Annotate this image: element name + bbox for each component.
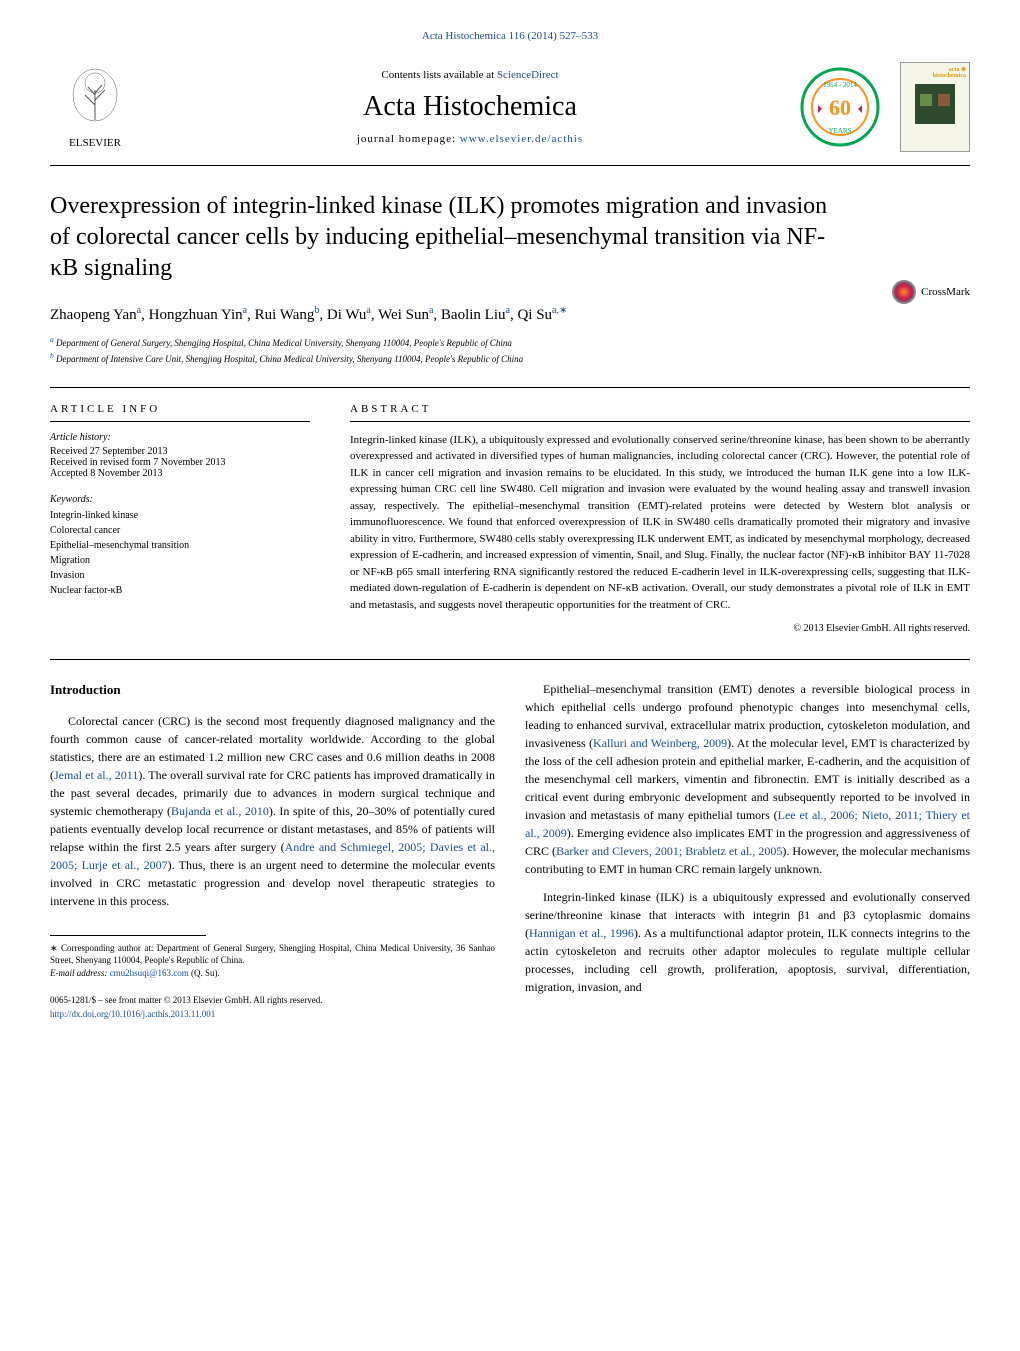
intro-paragraph-1: Colorectal cancer (CRC) is the second mo… [50, 712, 495, 910]
crossmark-icon [892, 280, 916, 304]
svg-text:1954 - 2014: 1954 - 2014 [823, 81, 857, 89]
abstract-copyright: © 2013 Elsevier GmbH. All rights reserve… [350, 623, 970, 634]
journal-name: Acta Histochemica [160, 91, 780, 123]
section-divider [50, 659, 970, 660]
affiliation-link[interactable]: a [137, 305, 141, 316]
email-line: E-mail address: cmu2hsuqi@163.com (Q. Su… [50, 967, 495, 980]
anniversary-badge-icon: 1954 - 2014 60 YEARS [800, 67, 880, 147]
keyword: Epithelial–mesenchymal transition [50, 538, 310, 553]
author: Baolin Liua [441, 307, 510, 323]
svg-text:60: 60 [829, 95, 851, 120]
abstract-heading: ABSTRACT [350, 403, 970, 422]
elsevier-logo[interactable]: ELSEVIER [50, 57, 140, 157]
citation-link[interactable]: Kalluri and Weinberg, 2009 [593, 736, 727, 750]
keywords-list: Integrin-linked kinase Colorectal cancer… [50, 508, 310, 598]
keywords-block: Keywords: Integrin-linked kinase Colorec… [50, 494, 310, 598]
body-columns: Introduction Colorectal cancer (CRC) is … [50, 680, 970, 1021]
citation-link[interactable]: Hannigan et al., 1996 [529, 926, 634, 940]
cover-brand: acta ❀ [904, 66, 966, 73]
keyword: Nuclear factor-κB [50, 583, 310, 598]
doi-link[interactable]: http://dx.doi.org/10.1016/j.acthis.2013.… [50, 1009, 215, 1019]
history-block: Article history: Received 27 September 2… [50, 432, 310, 479]
article-meta-section: ARTICLE INFO Article history: Received 2… [50, 387, 970, 635]
keyword: Colorectal cancer [50, 523, 310, 538]
author: Wei Suna [378, 307, 433, 323]
citation-link[interactable]: Bujanda et al., 2010 [171, 804, 269, 818]
contents-prefix: Contents lists available at [381, 69, 496, 81]
affiliation-link[interactable]: a,∗ [552, 305, 567, 316]
keyword: Migration [50, 553, 310, 568]
citation-link[interactable]: Jemal et al., 2011 [54, 768, 138, 782]
article-info-heading: ARTICLE INFO [50, 403, 310, 422]
keyword: Invasion [50, 568, 310, 583]
corresponding-author-note: ∗ Corresponding author at: Department of… [50, 942, 495, 967]
elsevier-text: ELSEVIER [69, 137, 121, 149]
crossmark-label: CrossMark [921, 286, 970, 298]
history-label: Article history: [50, 432, 310, 443]
author: Zhaopeng Yana [50, 307, 141, 323]
homepage-link[interactable]: www.elsevier.de/acthis [460, 133, 583, 145]
intro-paragraph-2: Epithelial–mesenchymal transition (EMT) … [525, 680, 970, 878]
introduction-heading: Introduction [50, 680, 495, 700]
abstract-text: Integrin-linked kinase (ILK), a ubiquito… [350, 432, 970, 614]
affiliation: b Department of Intensive Care Unit, She… [50, 350, 970, 367]
body-column-right: Epithelial–mesenchymal transition (EMT) … [525, 680, 970, 1021]
journal-reference: Acta Histochemica 116 (2014) 527–533 [50, 30, 970, 42]
contents-available-line: Contents lists available at ScienceDirec… [160, 69, 780, 81]
journal-header: Acta Histochemica 116 (2014) 527–533 ELS… [50, 30, 970, 166]
footnote-divider [50, 935, 206, 936]
history-item: Received 27 September 2013 [50, 446, 310, 457]
header-row: ELSEVIER Contents lists available at Sci… [50, 57, 970, 157]
citation-link[interactable]: Barker and Clevers, 2001; Brabletz et al… [556, 844, 782, 858]
history-item: Accepted 8 November 2013 [50, 468, 310, 479]
copyright-footer: 0065-1281/$ – see front matter © 2013 El… [50, 994, 495, 1021]
issn-line: 0065-1281/$ – see front matter © 2013 El… [50, 994, 495, 1008]
author: Di Wua [327, 307, 371, 323]
author: Rui Wangb [255, 307, 320, 323]
author: Qi Sua,∗ [517, 307, 567, 323]
elsevier-tree-icon [60, 65, 130, 135]
cover-image-icon [910, 79, 960, 129]
cover-thumbnail[interactable]: acta ❀ histochemica [900, 62, 970, 152]
abstract-column: ABSTRACT Integrin-linked kinase (ILK), a… [350, 403, 970, 635]
affiliation-link[interactable]: a [506, 305, 510, 316]
keywords-label: Keywords: [50, 494, 310, 505]
affiliation-link[interactable]: a [366, 305, 370, 316]
journal-ref-link[interactable]: Acta Histochemica 116 (2014) 527–533 [422, 30, 598, 42]
body-column-left: Introduction Colorectal cancer (CRC) is … [50, 680, 495, 1021]
affiliation-link[interactable]: a [429, 305, 433, 316]
email-link[interactable]: cmu2hsuqi@163.com [110, 968, 189, 978]
crossmark-badge[interactable]: CrossMark [892, 280, 970, 304]
intro-paragraph-3: Integrin-linked kinase (ILK) is a ubiqui… [525, 888, 970, 996]
affiliations: a Department of General Surgery, Shengji… [50, 334, 970, 367]
article-title: Overexpression of integrin-linked kinase… [50, 191, 970, 285]
authors-list: Zhaopeng Yana, Hongzhuan Yina, Rui Wangb… [50, 305, 970, 324]
svg-text:YEARS: YEARS [829, 127, 852, 135]
affiliation-link[interactable]: a [243, 305, 247, 316]
affiliation-link[interactable]: b [314, 305, 319, 316]
sciencedirect-link[interactable]: ScienceDirect [497, 69, 559, 81]
keyword: Integrin-linked kinase [50, 508, 310, 523]
history-item: Received in revised form 7 November 2013 [50, 457, 310, 468]
journal-center: Contents lists available at ScienceDirec… [160, 69, 780, 145]
footnote-block: ∗ Corresponding author at: Department of… [50, 942, 495, 980]
homepage-line: journal homepage: www.elsevier.de/acthis [160, 133, 780, 145]
author: Hongzhuan Yina [149, 307, 247, 323]
affiliation: a Department of General Surgery, Shengji… [50, 334, 970, 351]
homepage-prefix: journal homepage: [357, 133, 460, 145]
article-info-column: ARTICLE INFO Article history: Received 2… [50, 403, 310, 635]
